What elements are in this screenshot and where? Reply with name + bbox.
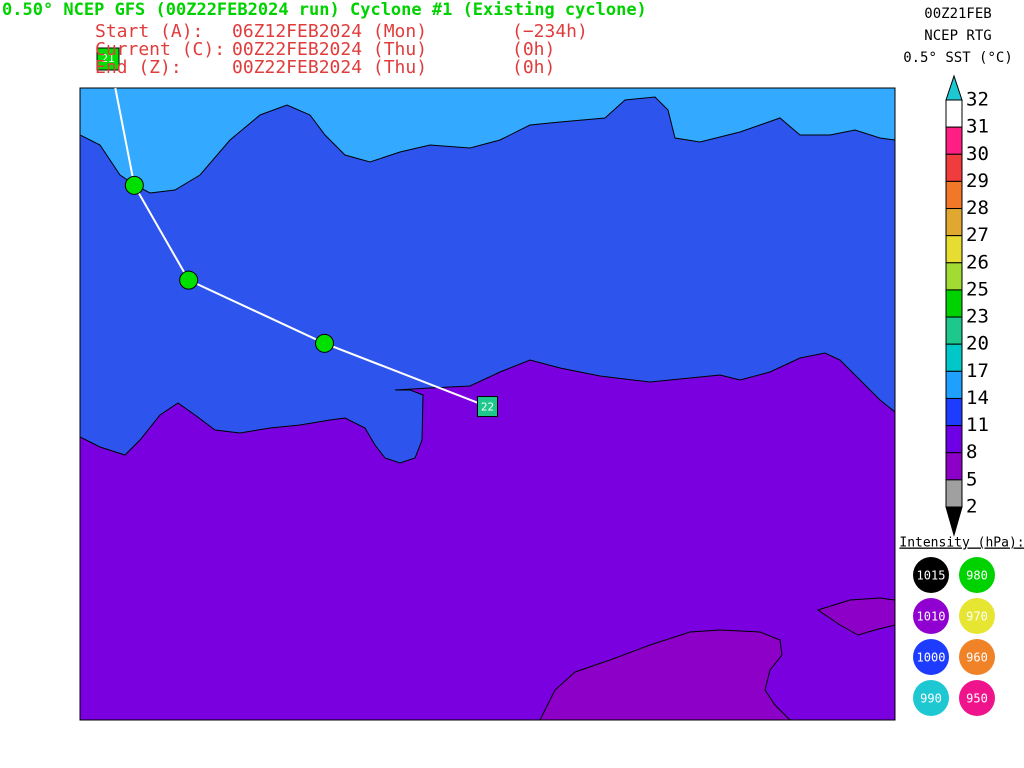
info-time: 00Z22FEB2024 (Thu) bbox=[232, 39, 427, 60]
track-point bbox=[315, 333, 334, 353]
intensity-swatch bbox=[959, 639, 995, 675]
colorbar-label: 8 bbox=[966, 441, 977, 463]
legend-header: 0.5° SST (°C) bbox=[903, 50, 1013, 66]
intensity-label: 1015 bbox=[917, 569, 946, 583]
colorbar-label: 17 bbox=[966, 360, 989, 382]
info-time: 06Z12FEB2024 (Mon) bbox=[232, 21, 427, 42]
colorbar-segment bbox=[945, 397, 963, 427]
colorbar-segment bbox=[945, 479, 963, 508]
colorbar-segment bbox=[945, 289, 963, 318]
intensity-label: 950 bbox=[966, 692, 988, 706]
info-label: Current (C): bbox=[95, 39, 225, 60]
sst-region bbox=[539, 629, 792, 721]
start-marker bbox=[96, 47, 120, 71]
intensity-label: 980 bbox=[966, 569, 988, 583]
colorbar-label: 31 bbox=[966, 116, 989, 138]
colorbar-label: 11 bbox=[966, 414, 989, 436]
intensity-legend: 1015 980 1010 970 1000 960 990 950 bbox=[913, 557, 995, 716]
colorbar-segment bbox=[945, 425, 963, 454]
sst-region bbox=[79, 87, 896, 194]
colorbar-label: 26 bbox=[966, 251, 989, 273]
colorbar-segment bbox=[945, 180, 963, 210]
current-marker bbox=[477, 396, 498, 418]
colorbar-over bbox=[945, 74, 963, 101]
sst-field bbox=[79, 87, 896, 721]
colorbar-segment bbox=[945, 235, 963, 264]
track-point bbox=[179, 270, 199, 290]
info-time: 00Z22FEB2024 (Thu) bbox=[232, 57, 427, 78]
start-label: 21 bbox=[101, 52, 114, 65]
colorbar-segment bbox=[945, 208, 963, 237]
colorbar-segment bbox=[945, 316, 963, 345]
colorbar-label: 2 bbox=[966, 496, 977, 518]
colorbar-label: 25 bbox=[966, 278, 989, 300]
intensity-swatch bbox=[913, 680, 949, 716]
plot-frame bbox=[79, 87, 896, 721]
intensity-swatch bbox=[959, 680, 995, 716]
info-label: End (Z): bbox=[95, 57, 182, 78]
colorbar: 32 31 30 29 28 27 26 25 23 20 17 14 11 8 5 2 bbox=[945, 74, 989, 537]
colorbar-label: 32 bbox=[966, 89, 989, 111]
colorbar-label: 28 bbox=[966, 197, 989, 219]
colorbar-label: 23 bbox=[966, 306, 989, 328]
info-offset: (0h) bbox=[512, 57, 555, 78]
legend-header: 00Z21FEB bbox=[924, 6, 991, 22]
intensity-swatch bbox=[913, 639, 949, 675]
colorbar-segment bbox=[945, 262, 963, 291]
colorbar-label: 5 bbox=[966, 468, 977, 490]
track-point bbox=[124, 175, 144, 195]
colorbar-segment bbox=[945, 370, 963, 399]
labels: 0.50° NCEP GFS (00Z22FEB2024 run) Cyclon… bbox=[2, 0, 1024, 551]
info-offset: (0h) bbox=[512, 39, 555, 60]
colorbar-label: 14 bbox=[966, 387, 989, 409]
legend-header: NCEP RTG bbox=[924, 28, 991, 44]
intensity-swatch bbox=[959, 557, 995, 593]
info-label: Start (A): bbox=[95, 21, 203, 42]
colorbar-segment bbox=[945, 126, 963, 155]
track: 22 21 bbox=[96, 47, 498, 418]
title: 0.50° NCEP GFS (00Z22FEB2024 run) Cyclon… bbox=[2, 0, 647, 20]
colorbar-segment bbox=[945, 99, 963, 128]
intensity-label: 1010 bbox=[917, 610, 946, 624]
colorbar-label: 20 bbox=[966, 333, 989, 355]
colorbar-label: 27 bbox=[966, 224, 989, 246]
intensity-label: 990 bbox=[920, 692, 942, 706]
intensity-swatch bbox=[913, 598, 949, 634]
colorbar-segment bbox=[945, 153, 963, 182]
colorbar-segment bbox=[945, 452, 963, 481]
colorbar-under bbox=[945, 506, 963, 537]
colorbar-label: 29 bbox=[966, 170, 989, 192]
intensity-swatch bbox=[959, 598, 995, 634]
intensity-label: 970 bbox=[966, 610, 988, 624]
intensity-label: 960 bbox=[966, 651, 988, 665]
intensity-title: Intensity (hPa): bbox=[899, 536, 1024, 551]
colorbar-label: 30 bbox=[966, 143, 989, 165]
current-label: 22 bbox=[481, 401, 494, 414]
colorbar-segment bbox=[945, 343, 963, 372]
intensity-swatch bbox=[913, 557, 949, 593]
info-offset: (−234h) bbox=[512, 21, 588, 42]
intensity-label: 1000 bbox=[917, 651, 946, 665]
sst-region bbox=[79, 87, 896, 464]
